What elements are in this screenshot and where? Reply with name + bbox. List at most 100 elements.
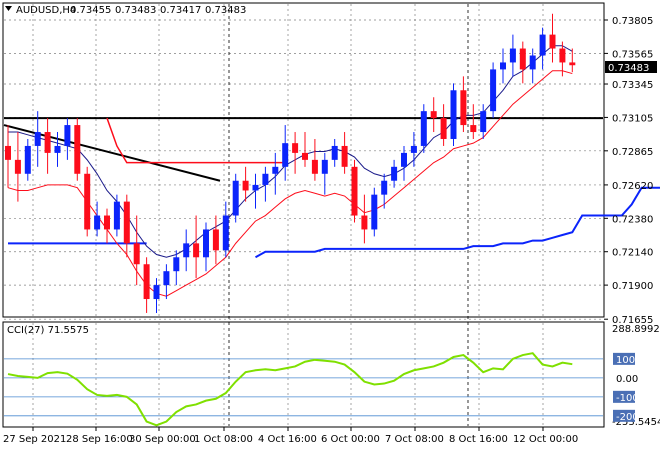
candle-body: [183, 243, 190, 258]
cci-level-label: -100: [616, 393, 639, 404]
price-tick-label: 0.73805: [612, 16, 653, 27]
candle-body: [143, 264, 150, 300]
candle-body: [94, 215, 101, 230]
candle-body: [24, 145, 31, 174]
candle-body: [391, 166, 398, 181]
low-value: 0.73417: [160, 5, 201, 16]
candle-body: [480, 111, 487, 133]
support-line-right: [255, 186, 660, 259]
symbol-label: AUDUSD,H4: [16, 5, 76, 16]
candle-body: [64, 125, 71, 146]
time-tick-label: 8 Oct 16:00: [449, 434, 508, 445]
candle-body: [500, 62, 506, 70]
candle-body: [242, 180, 249, 191]
cci-level-label: -200: [616, 412, 639, 423]
candle-body: [44, 132, 51, 153]
candle-body: [153, 285, 160, 300]
candle-body: [371, 194, 378, 230]
lower-band: [7, 70, 573, 297]
cci-level-tag: [613, 352, 635, 365]
candle-body: [361, 215, 368, 230]
cci-scale-top: 288.8992: [612, 324, 660, 335]
candles: [5, 13, 576, 313]
candle-body: [163, 271, 170, 286]
main-grid: [4, 4, 603, 426]
cci-label: CCI(27) 71.5575: [7, 325, 89, 336]
cci-level-label: 100: [616, 355, 635, 366]
time-tick-label: 12 Oct 00:00: [513, 434, 578, 445]
candle-body: [104, 215, 110, 230]
candle-body: [302, 152, 308, 160]
candle-body: [460, 90, 467, 126]
price-tick-label: 0.73345: [612, 80, 653, 91]
time-tick-label: 1 Oct 08:00: [194, 434, 253, 445]
candle-body: [74, 125, 81, 174]
candle-body: [84, 173, 91, 230]
cci-grid: [4, 358, 603, 417]
upper-band: [8, 45, 573, 258]
time-tick-label: 27 Sep 2021: [3, 434, 66, 445]
candle-body: [351, 166, 358, 216]
candle-body: [519, 48, 526, 70]
cci-level-tag: [613, 390, 635, 403]
time-tick-label: 6 Oct 00:00: [321, 434, 380, 445]
price-tick-label: 0.72140: [612, 248, 653, 259]
candle-body: [292, 143, 299, 153]
cci-scale-bottom: -253.5454: [612, 417, 660, 428]
cci-line: [7, 352, 573, 427]
candle-body: [222, 215, 229, 251]
candle-body: [539, 34, 546, 56]
current-price-label: 0.73483: [608, 63, 649, 74]
candle-body: [14, 159, 21, 174]
price-tick-label: 0.73565: [612, 49, 653, 60]
price-tick-label: 0.72865: [612, 147, 653, 158]
time-tick-label: 7 Oct 08:00: [385, 434, 444, 445]
candle-body: [282, 143, 289, 167]
cci-axis: 288.8992 -253.5454 100 0.00 -100 -200: [612, 324, 660, 428]
price-tick-label: 0.73105: [612, 113, 653, 124]
price-axis: 0.73805 0.73565 0.73345 0.73105 0.72865 0.726…: [604, 16, 653, 326]
time-tick-label: 28 Sep 16:00: [66, 434, 133, 445]
candle-body: [569, 62, 576, 66]
candle-body: [203, 229, 209, 258]
cci-level-label: 0.00: [616, 374, 638, 385]
candle-body: [193, 243, 200, 258]
candle-body: [113, 201, 120, 230]
candle-body: [54, 145, 61, 153]
candle-body: [173, 257, 180, 272]
time-tick-label: 4 Oct 16:00: [258, 434, 317, 445]
overlay-lines: [3, 45, 660, 297]
candle-body: [559, 48, 566, 63]
open-value: 0.73455: [70, 5, 111, 16]
candle-body: [529, 55, 536, 70]
candle-body: [420, 111, 427, 146]
candle-body: [509, 48, 516, 63]
candle-body: [5, 145, 11, 160]
candle-body: [321, 159, 328, 174]
triangle-down-icon[interactable]: [5, 6, 12, 11]
candle-body: [262, 173, 269, 185]
close-value: 0.73483: [205, 5, 246, 16]
cci-polyline: [7, 352, 573, 427]
candle-body: [232, 180, 239, 216]
candle-body: [381, 180, 388, 195]
candle-body: [341, 145, 348, 167]
candle-body: [133, 243, 140, 265]
candle-body: [272, 166, 279, 174]
price-tick-label: 0.72380: [612, 214, 653, 225]
candle-body: [430, 111, 437, 119]
candle-body: [123, 201, 130, 244]
candle-body: [212, 229, 219, 251]
high-value: 0.73483: [115, 5, 156, 16]
candle-body: [331, 145, 338, 160]
candle-body: [410, 145, 417, 153]
candle-body: [311, 159, 318, 174]
main-chart-frame: [2, 2, 605, 318]
cci-panel-frame: [2, 321, 605, 428]
candle-body: [440, 118, 447, 139]
candle-body: [470, 125, 477, 133]
candle-body: [450, 90, 457, 139]
candle-body: [252, 184, 259, 191]
